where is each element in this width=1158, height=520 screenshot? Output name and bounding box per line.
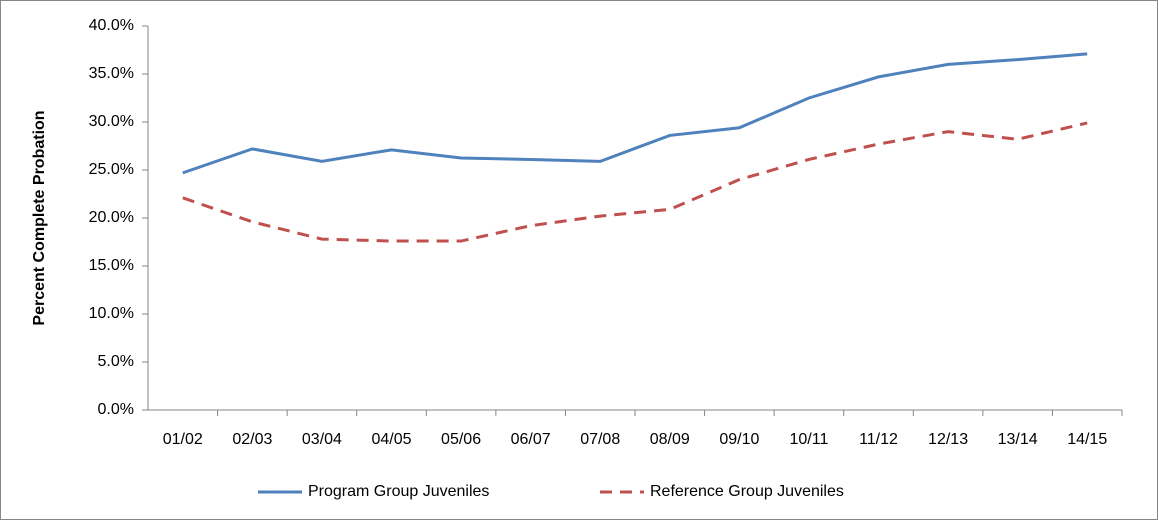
x-tick-label: 13/14 [998,431,1038,448]
x-tick-label: 10/11 [789,431,828,448]
y-axis-label: Percent Complete Probation [31,110,48,325]
y-tick-label: 40.0% [89,17,134,34]
x-tick-label: 02/03 [232,431,272,448]
x-tick-label: 09/10 [719,431,759,448]
x-tick-label: 11/12 [859,431,898,448]
y-tick-label: 35.0% [89,65,134,82]
y-tick-label: 10.0% [89,305,134,322]
series-line [182,121,1088,243]
y-tick-label: 20.0% [89,209,134,226]
x-tick-label: 05/06 [441,431,481,448]
legend-label: Program Group Juveniles [308,483,489,500]
x-tick-label: 08/09 [650,431,690,448]
x-tick-label: 12/13 [928,431,968,448]
series-line [182,52,1088,175]
x-tick-label: 03/04 [302,431,342,448]
y-tick-label: 30.0% [89,113,134,130]
y-tick-label: 25.0% [89,161,134,178]
y-tick-label: 15.0% [89,257,134,274]
y-tick-label: 0.0% [98,401,134,418]
x-tick-label: 04/05 [371,431,411,448]
y-tick-label: 5.0% [98,353,134,370]
x-tick-label: 07/08 [580,431,620,448]
x-tick-label: 06/07 [511,431,551,448]
x-tick-label: 14/15 [1067,431,1107,448]
legend-label: Reference Group Juveniles [650,483,844,500]
x-tick-label: 01/02 [163,431,203,448]
